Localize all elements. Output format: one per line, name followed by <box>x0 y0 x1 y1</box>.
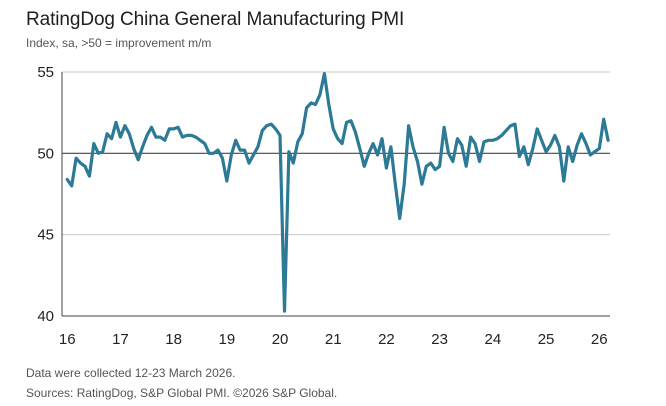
x-tick-label: 25 <box>538 331 555 348</box>
x-tick-label: 24 <box>485 331 502 348</box>
axes <box>61 72 610 317</box>
pmi-series-line <box>65 71 610 313</box>
tick-labels: 40 45 50 55 16 17 18 19 20 21 22 23 24 25 26 <box>37 64 607 348</box>
chart-title: RatingDog China General Manufacturing PM… <box>26 9 405 30</box>
x-tick-label: 20 <box>272 331 289 348</box>
x-tick-label: 17 <box>112 331 129 348</box>
x-tick-label: 19 <box>218 331 235 348</box>
y-tick-label: 55 <box>37 64 54 81</box>
sources-note: Sources: RatingDog, S&P Global PMI. ©202… <box>26 386 338 400</box>
x-tick-label: 21 <box>325 331 342 348</box>
x-tick-label: 22 <box>378 331 395 348</box>
chart-subtitle: Index, sa, >50 = improvement m/m <box>26 36 212 50</box>
data-collection-note: Data were collected 12-23 March 2026. <box>26 366 236 380</box>
series-layer <box>65 71 610 313</box>
y-tick-label: 45 <box>37 227 54 244</box>
y-tick-label: 40 <box>37 308 54 325</box>
y-tick-label: 50 <box>37 145 54 162</box>
x-tick-label: 18 <box>165 331 182 348</box>
grid-lines <box>62 71 610 317</box>
x-tick-label: 26 <box>591 331 608 348</box>
x-tick-label: 16 <box>59 331 76 348</box>
x-tick-label: 23 <box>431 331 448 348</box>
